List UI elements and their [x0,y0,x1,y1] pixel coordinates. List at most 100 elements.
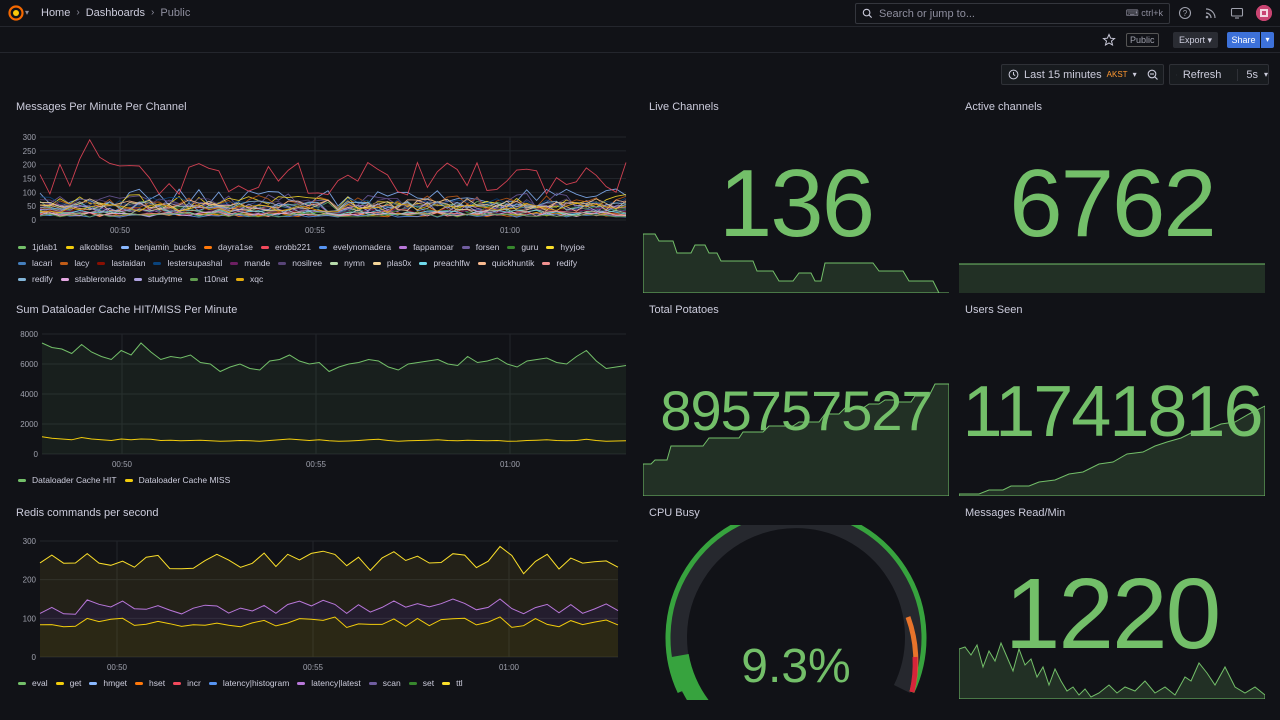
legend-item[interactable]: lestersupashal [153,257,222,269]
star-icon[interactable] [1102,33,1116,47]
breadcrumb-home[interactable]: Home [41,7,71,19]
legend-item[interactable]: hset [135,677,165,689]
legend-label: hmget [103,678,128,688]
zoom-out-icon [1147,69,1158,80]
panel-title: Users Seen [965,304,1023,316]
legend-item[interactable]: lastaidan [97,257,145,269]
legend-label: benjamin_bucks [134,242,197,252]
legend-item[interactable]: incr [173,677,201,689]
legend-item[interactable]: scan [368,677,401,689]
legend-item[interactable]: Dataloader Cache MISS [124,474,230,486]
legend-label: hset [149,678,166,688]
search-placeholder: Search or jump to... [879,7,975,20]
x-tick-label: 00:50 [110,226,131,235]
legend-swatch [18,261,26,265]
legend-swatch [278,261,287,265]
legend-item[interactable]: xqc [235,273,264,285]
zoom-out-button[interactable] [1141,64,1165,85]
chevron-down-icon[interactable]: ▾ [25,8,30,17]
chevron-down-icon: ▾ [1265,35,1270,44]
legend-item[interactable]: erobb221 [261,241,311,253]
user-avatar[interactable] [1256,5,1272,21]
series-area [40,599,618,628]
svg-text:?: ? [1183,9,1188,18]
legend-label: guru [521,242,539,252]
rss-icon[interactable] [1204,6,1218,20]
legend-label: erobb221 [275,242,311,252]
panel-messages-read: Messages Read/Min 1220 [959,507,1265,700]
breadcrumb-dashboards[interactable]: Dashboards [85,7,146,19]
legend-item[interactable]: nymn [330,257,365,269]
panel-active-channels: Active channels 6762 [959,101,1265,294]
refresh-button[interactable]: Refresh 5s ▾ [1169,64,1269,85]
legend-label: eval [32,678,48,688]
legend-label: quickhuntik [491,258,535,268]
series-line [41,436,627,442]
y-tick-label: 2000 [20,420,38,429]
grafana-logo-icon[interactable] [8,5,24,21]
legend-item[interactable]: 1jdab1 [18,241,58,253]
refresh-icon [1176,74,1177,75]
y-tick-label: 0 [34,450,39,459]
legend-item[interactable]: ttl [442,677,463,689]
legend-item[interactable]: Dataloader Cache HIT [18,474,117,486]
legend-item[interactable]: hmget [89,677,127,689]
legend-item[interactable]: evelynomadera [318,241,391,253]
legend-item[interactable]: studytme [133,273,183,285]
y-tick-label: 300 [23,133,37,142]
series-line [41,342,627,373]
legend-swatch [230,261,239,265]
legend-item[interactable]: set [408,677,435,689]
legend-label: lastaidan [111,258,146,268]
legend-item[interactable]: forsen [461,241,499,253]
y-tick-label: 250 [23,147,37,156]
legend-swatch [18,245,26,249]
panel-title: Total Potatoes [649,304,719,316]
legend-item[interactable]: lacy [60,257,89,269]
legend-item[interactable]: lacari [18,257,52,269]
legend-item[interactable]: preachlfw [419,257,470,269]
time-range-picker[interactable]: Last 15 minutes AKST ▾ [1001,64,1164,85]
legend-item[interactable]: dayra1se [204,241,253,253]
legend-item[interactable]: latency|latest [297,677,361,689]
legend-swatch [18,277,26,281]
kiosk-icon[interactable] [1230,6,1244,20]
legend-item[interactable]: guru [507,241,538,253]
legend-item[interactable]: redify [542,257,577,269]
x-tick-label: 00:50 [112,460,133,469]
legend-label: xqc [249,274,264,284]
legend-item[interactable]: t10nat [190,273,228,285]
legend-swatch [89,681,98,685]
panel-dataloader-cache: Sum Dataloader Cache HIT/MISS Per Minute… [10,304,630,494]
legend-item[interactable]: alkoblIss [65,241,113,253]
legend-swatch [190,277,199,281]
refresh-interval[interactable]: 5s [1237,68,1258,81]
legend-item[interactable]: quickhuntik [477,257,535,269]
export-button[interactable]: Export ▾ [1173,32,1219,48]
legend-item[interactable]: latency|histogram [208,677,289,689]
legend-item[interactable]: eval [18,677,48,689]
series-line [39,202,627,214]
legend-item[interactable]: mande [230,257,270,269]
legend-item[interactable]: stableronaldo [60,273,126,285]
legend-item[interactable]: get [55,677,81,689]
share-dropdown-button[interactable]: ▾ [1261,32,1274,48]
legend-label: set [422,678,435,688]
legend-label: studytme [147,274,183,284]
share-button[interactable]: Share [1227,32,1260,48]
redis-commands-chart: 300 200 100 0 00:50 00:55 01:00 [23,537,619,672]
help-icon[interactable]: ? [1178,6,1192,20]
panel-messages-per-minute: Messages Per Minute Per Channel 300 250 20… [10,101,630,291]
legend-swatch [408,681,417,685]
legend-item[interactable]: fappamoar [399,241,454,253]
legend-swatch [208,681,217,685]
legend-item[interactable]: nosilree [278,257,322,269]
chevron-down-icon: ▾ [1207,35,1213,45]
legend-item[interactable]: plas0x [372,257,411,269]
legend-item[interactable]: benjamin_bucks [120,241,197,253]
legend-item[interactable]: hyyjoe [546,241,585,253]
legend-item[interactable]: redify [18,273,53,285]
cpu-gauge [665,525,927,700]
search-input[interactable]: Search or jump to... ⌨ ctrl+k [855,3,1170,24]
messages-read-sparkline [959,641,1265,699]
